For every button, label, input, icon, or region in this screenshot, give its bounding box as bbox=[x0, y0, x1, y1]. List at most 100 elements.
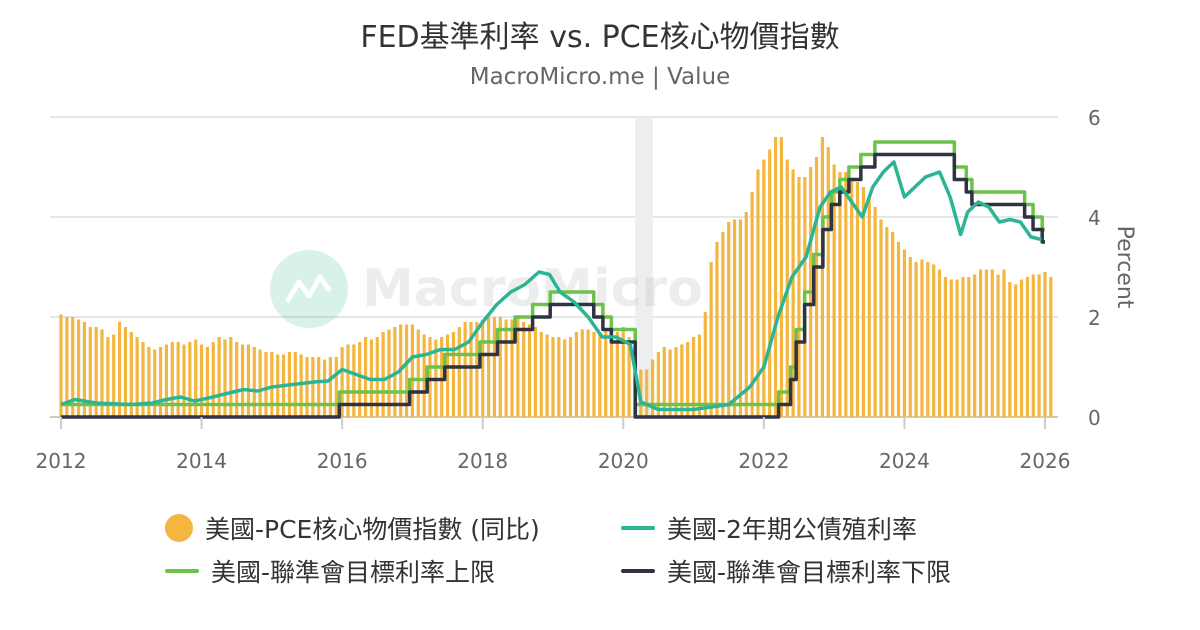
pce-bar bbox=[955, 279, 959, 417]
pce-bar bbox=[727, 222, 731, 417]
y-tick-label: 2 bbox=[1088, 306, 1101, 330]
legend-item-pce[interactable]: 美國-PCE核心物價指數 (同比) bbox=[165, 510, 540, 546]
pce-bar bbox=[1008, 282, 1012, 417]
y-axis-label: Percent bbox=[1112, 226, 1137, 309]
pce-bar bbox=[721, 232, 725, 417]
pce-bar bbox=[832, 164, 836, 417]
pce-bar bbox=[984, 269, 988, 417]
pce-bar bbox=[112, 334, 116, 417]
pce-bar bbox=[428, 337, 432, 417]
y-tick-label: 0 bbox=[1088, 406, 1101, 430]
legend-item-upper[interactable]: 美國-聯準會目標利率上限 bbox=[165, 553, 495, 589]
pce-bar bbox=[135, 337, 139, 417]
pce-bar bbox=[744, 212, 748, 417]
legend-item-2y[interactable]: 美國-2年期公債殖利率 bbox=[621, 510, 917, 546]
pce-bar bbox=[598, 334, 602, 417]
pce-bar bbox=[469, 322, 473, 417]
pce-bar bbox=[592, 332, 596, 417]
pce-bar bbox=[311, 357, 315, 417]
pce-bar bbox=[797, 177, 801, 417]
pce-bar bbox=[551, 337, 555, 417]
pce-bar bbox=[305, 357, 309, 417]
pce-bar bbox=[609, 327, 614, 417]
legend-pce-marker bbox=[165, 514, 193, 542]
pce-bar bbox=[914, 262, 918, 417]
pce-bar bbox=[358, 342, 362, 417]
pce-bar bbox=[510, 319, 514, 417]
chart-subtitle: MacroMicro.me | Value bbox=[469, 64, 731, 90]
pce-bar bbox=[88, 327, 92, 417]
pce-bar bbox=[106, 337, 110, 417]
legend-lower-label: 美國-聯準會目標利率下限 bbox=[667, 558, 952, 587]
pce-bar bbox=[246, 344, 251, 417]
highlight-band bbox=[635, 117, 653, 417]
pce-bar bbox=[1043, 272, 1047, 417]
pce-bar bbox=[445, 334, 450, 417]
pce-bar bbox=[604, 329, 608, 417]
fed-lower-line bbox=[61, 152, 1045, 419]
line-series bbox=[60, 140, 1045, 419]
pce-bar bbox=[533, 327, 538, 417]
pce-bar bbox=[481, 319, 485, 417]
pce-bar bbox=[861, 187, 865, 417]
pce-bar bbox=[346, 344, 350, 417]
pce-bar bbox=[76, 319, 81, 417]
pce-bar bbox=[568, 337, 573, 417]
x-tick-label: 2016 bbox=[317, 449, 368, 473]
pce-bar bbox=[557, 337, 561, 417]
pce-bar bbox=[404, 324, 409, 417]
pce-bar bbox=[967, 277, 971, 417]
pce-bar bbox=[920, 259, 924, 417]
pce-bar bbox=[908, 257, 912, 417]
y-tick-label: 4 bbox=[1088, 206, 1101, 230]
legend-item-lower[interactable]: 美國-聯準會目標利率下限 bbox=[621, 553, 951, 589]
pce-bar bbox=[457, 327, 461, 417]
pce-bar bbox=[539, 332, 543, 417]
pce-bar bbox=[211, 342, 215, 417]
pce-bar bbox=[586, 329, 590, 417]
legend-pce-label: 美國-PCE核心物價指數 (同比) bbox=[205, 515, 540, 544]
pce-bar bbox=[674, 347, 678, 417]
pce-bar bbox=[902, 249, 906, 417]
pce-bar bbox=[943, 277, 947, 417]
pce-bar bbox=[937, 269, 942, 417]
pce-bar bbox=[71, 317, 75, 417]
pce-bar bbox=[223, 339, 227, 417]
pce-bar bbox=[522, 322, 526, 417]
pce-bar bbox=[545, 334, 549, 417]
pce-bar bbox=[1002, 269, 1006, 417]
pce-bar bbox=[756, 169, 760, 417]
pce-bar bbox=[738, 219, 743, 417]
pce-bar bbox=[264, 352, 268, 417]
x-tick-label: 2026 bbox=[1020, 449, 1071, 473]
x-tick-label: 2020 bbox=[598, 449, 649, 473]
pce-bar bbox=[1031, 274, 1035, 417]
pce-bar bbox=[475, 322, 479, 417]
pce-bar bbox=[668, 349, 672, 417]
pce-bar bbox=[194, 339, 198, 417]
pce-bar bbox=[1014, 284, 1018, 417]
pce-bar bbox=[164, 344, 169, 417]
pce-bar bbox=[381, 332, 385, 417]
pce-bar bbox=[814, 157, 819, 417]
pce-bar bbox=[117, 322, 122, 417]
pce-bar bbox=[141, 342, 145, 417]
x-axis: 2012 2014 2016 2018 2020 2022 2024 2026 bbox=[36, 417, 1071, 473]
pce-bar bbox=[94, 327, 98, 417]
legend-upper-label: 美國-聯準會目標利率上限 bbox=[211, 558, 496, 587]
pce-bar bbox=[709, 262, 713, 417]
pce-bar bbox=[873, 207, 877, 417]
legend-upper-marker bbox=[165, 569, 199, 573]
legend-2y-marker bbox=[621, 526, 655, 530]
pce-bar bbox=[867, 199, 871, 417]
pce-bar bbox=[270, 352, 274, 417]
pce-bar bbox=[879, 219, 883, 417]
pce-bar bbox=[410, 324, 415, 417]
pce-bar bbox=[188, 342, 192, 417]
pce-bar bbox=[691, 337, 696, 417]
x-tick-label: 2012 bbox=[36, 449, 87, 473]
pce-bar bbox=[926, 262, 930, 417]
pce-bar bbox=[680, 344, 684, 417]
pce-bar bbox=[65, 317, 69, 417]
